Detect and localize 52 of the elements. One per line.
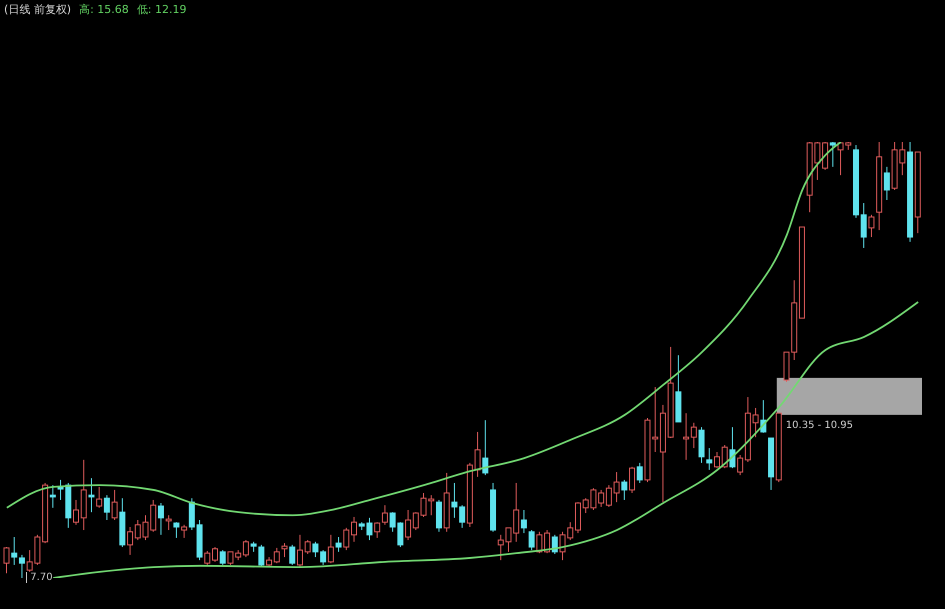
candlestick [397,522,404,548]
candlestick [405,509,412,541]
candlestick [366,517,372,541]
candlestick [220,550,226,566]
candlestick [258,544,264,568]
chart-title: (日线 前复权) [4,3,72,16]
candlestick [382,504,388,526]
candlestick [158,502,164,536]
candlestick [127,526,134,556]
candlestick [336,536,342,552]
candlestick [289,544,296,566]
candlestick [706,448,712,470]
candlestick [838,142,844,176]
candlestick [4,546,10,574]
candlestick [374,522,380,538]
candlestick [683,412,690,460]
candlestick [621,479,628,500]
candlestick [830,142,836,168]
candlestick [390,512,396,532]
candlestick [266,556,272,568]
annotation: 7.70 [26,572,53,583]
candlestick [274,547,280,564]
candlestick [629,466,636,494]
candlestick [96,486,102,508]
candlestick [884,166,890,200]
candlestick [166,514,172,531]
candlestick [104,494,110,521]
candlestick [560,531,566,561]
candlestick [181,524,188,538]
candlestick [18,554,25,578]
candlestick [868,214,874,238]
candlestick [737,454,744,476]
candlestick [328,534,334,564]
candlestick [50,484,56,508]
candlestick [482,420,488,476]
candlestick [636,462,643,484]
candlestick [528,530,535,551]
candlestick [690,422,697,449]
candlestick [88,478,94,513]
candlestick [242,540,249,558]
candlestick [11,536,18,566]
candlestick [520,509,527,534]
band-label: 10.35 - 10.95 [786,420,854,431]
candlestick [112,489,118,521]
candlestick [250,541,257,552]
candlestick [282,542,288,558]
text: 低: 12.19 [136,3,186,16]
candlestick [899,142,906,176]
candlestick [173,522,180,538]
text: 高: 15.68 [79,3,129,16]
candlestick [552,534,558,555]
candlestick [26,550,33,572]
